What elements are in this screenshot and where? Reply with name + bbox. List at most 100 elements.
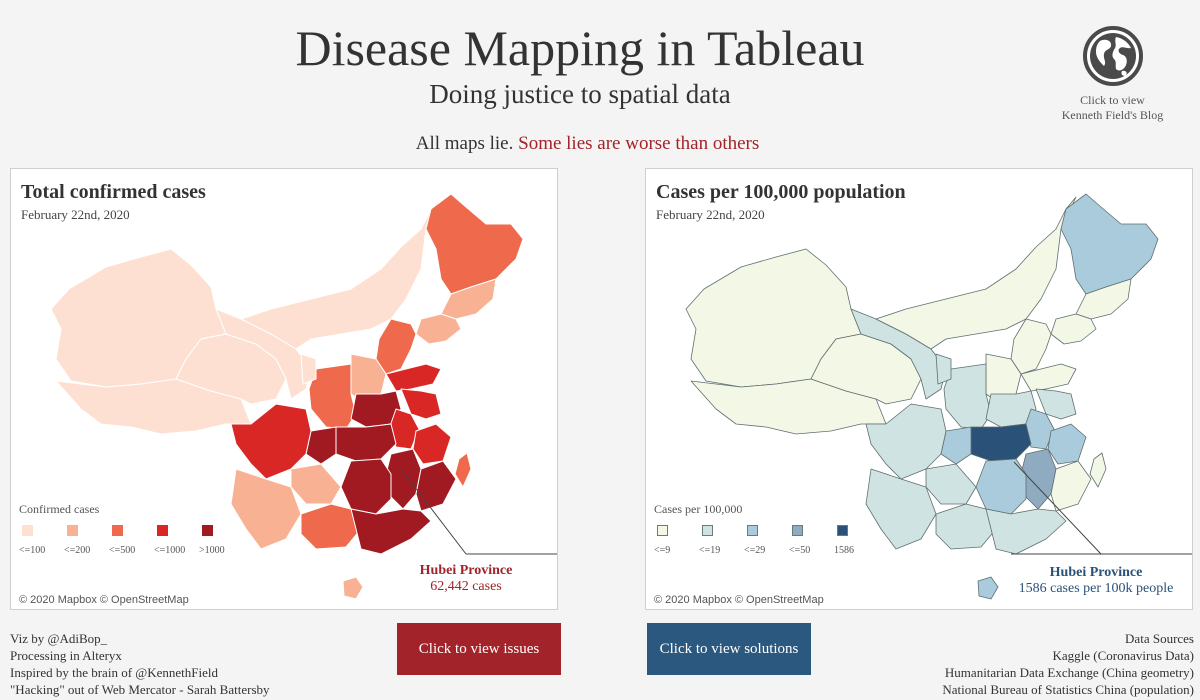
callout-value: 62,442 cases — [430, 579, 502, 594]
tagline: All maps lie. Some lies are worse than o… — [0, 132, 1175, 156]
legend-swatch — [112, 525, 123, 536]
callout-name: Hubei Province — [419, 563, 513, 578]
province-guangxi[interactable] — [935, 503, 997, 550]
callout-value: 1586 cases per 100k people — [1018, 581, 1174, 596]
view-solutions-button[interactable]: Click to view solutions — [647, 623, 811, 675]
province-heilongjiang[interactable] — [1060, 193, 1159, 295]
credit-line: Processing in Alteryx — [10, 648, 122, 663]
province-taiwan[interactable] — [1089, 452, 1107, 488]
globe-icon[interactable] — [1082, 25, 1144, 87]
province-taiwan[interactable] — [454, 452, 472, 488]
data-sources: Data Sources Kaggle (Coronavirus Data) H… — [942, 630, 1194, 698]
province-hubei[interactable] — [335, 423, 397, 462]
map-credit[interactable]: © 2020 Mapbox © OpenStreetMap — [654, 594, 824, 606]
legend-label: <=500 — [109, 545, 136, 556]
legend-item[interactable]: 1586 — [834, 525, 879, 556]
legend-label: <=19 — [699, 545, 721, 556]
legend-item[interactable]: <=29 — [744, 525, 789, 556]
legend-swatch — [157, 525, 168, 536]
legend-swatch — [657, 525, 668, 536]
page-subtitle: Doing justice to spatial data — [429, 79, 731, 109]
legend-label: <=9 — [654, 545, 671, 556]
confirmed-cases-map[interactable] — [11, 169, 558, 610]
map-title: Total confirmed cases — [21, 181, 206, 203]
credits-left: Viz by @AdiBop_ Processing in Alteryx In… — [10, 630, 270, 698]
cases-per-100k-map-panel: Cases per 100,000 population February 22… — [645, 168, 1193, 610]
province-beijing-hebei[interactable] — [1010, 318, 1052, 375]
legend-swatch — [22, 525, 33, 536]
legend-label: >1000 — [199, 545, 225, 556]
legend-item[interactable]: <=1000 — [154, 525, 199, 556]
credit-line: Viz by @AdiBop_ — [10, 631, 108, 646]
province-zhejiang[interactable] — [1047, 423, 1087, 465]
province-heilongjiang[interactable] — [425, 193, 524, 295]
legend-swatch — [67, 525, 78, 536]
map-date: February 22nd, 2020 — [656, 207, 765, 222]
province-liaoning[interactable] — [415, 313, 462, 345]
legend-label: <=200 — [64, 545, 91, 556]
hubei-callout: Hubei Province 1586 cases per 100k peopl… — [1001, 565, 1191, 597]
callout-leader-line — [400, 468, 467, 555]
province-shandong[interactable] — [1020, 363, 1077, 392]
map-date: February 22nd, 2020 — [21, 207, 130, 222]
legend-label: <=100 — [19, 545, 46, 556]
province-guizhou[interactable] — [925, 463, 977, 505]
blog-link-line2: Kenneth Field's Blog — [1061, 108, 1164, 122]
province-fujian[interactable] — [415, 460, 457, 512]
tagline-plain: All maps lie. — [415, 133, 514, 154]
view-issues-button[interactable]: Click to view issues — [397, 623, 561, 675]
legend-item[interactable]: <=200 — [64, 525, 109, 556]
legend-swatch — [837, 525, 848, 536]
legend-label: 1586 — [834, 545, 854, 556]
province-hubei[interactable] — [970, 423, 1032, 462]
legend-item[interactable]: <=500 — [109, 525, 154, 556]
province-hainan[interactable] — [342, 576, 364, 600]
province-zhejiang[interactable] — [412, 423, 452, 465]
credit-line: "Hacking" out of Web Mercator - Sarah Ba… — [10, 682, 270, 697]
blog-link-text[interactable]: Click to view Kenneth Field's Blog — [1040, 93, 1185, 123]
province-yunnan[interactable] — [230, 468, 302, 550]
province-yunnan[interactable] — [865, 468, 937, 550]
tagline-highlight: Some lies are worse than others — [518, 133, 760, 154]
legend-swatch — [702, 525, 713, 536]
page-title: Disease Mapping in Tableau — [295, 20, 865, 76]
province-hunan[interactable] — [975, 458, 1027, 515]
legend-item[interactable]: <=19 — [699, 525, 744, 556]
province-ningxia[interactable] — [935, 353, 952, 385]
data-sources-title: Data Sources — [1125, 631, 1194, 646]
province-sichuan[interactable] — [865, 403, 947, 480]
legend-item[interactable]: >1000 — [199, 525, 244, 556]
legend-title: Cases per 100,000 — [654, 502, 743, 516]
data-source-line: Kaggle (Coronavirus Data) — [1052, 648, 1194, 663]
legend-label: <=29 — [744, 545, 766, 556]
province-hunan[interactable] — [340, 458, 392, 515]
blog-link[interactable]: Click to view Kenneth Field's Blog — [1040, 25, 1185, 123]
map-title: Cases per 100,000 population — [656, 181, 906, 203]
province-sichuan[interactable] — [230, 403, 312, 480]
province-guangdong[interactable] — [350, 508, 432, 555]
legend-title: Confirmed cases — [19, 502, 100, 516]
province-guangdong[interactable] — [985, 508, 1067, 555]
legend-label: <=50 — [789, 545, 811, 556]
callout-name: Hubei Province — [1049, 565, 1143, 580]
data-source-line: National Bureau of Statistics China (pop… — [942, 682, 1194, 697]
legend-label: <=1000 — [154, 545, 186, 556]
legend-swatch — [202, 525, 213, 536]
province-guizhou[interactable] — [290, 463, 342, 505]
legend-item[interactable]: <=9 — [654, 525, 699, 556]
legend-swatch — [792, 525, 803, 536]
legend-item[interactable]: <=50 — [789, 525, 834, 556]
province-liaoning[interactable] — [1050, 313, 1097, 345]
province-hainan[interactable] — [977, 576, 999, 600]
hubei-callout: Hubei Province 62,442 cases — [406, 563, 526, 595]
province-beijing-hebei[interactable] — [375, 318, 417, 375]
cases-per-100k-map[interactable] — [646, 169, 1193, 610]
map-credit[interactable]: © 2020 Mapbox © OpenStreetMap — [19, 594, 189, 606]
province-fujian[interactable] — [1050, 460, 1092, 512]
confirmed-cases-map-panel: Total confirmed cases February 22nd, 202… — [10, 168, 558, 610]
blog-link-line1: Click to view — [1080, 93, 1145, 107]
legend-item[interactable]: <=100 — [19, 525, 64, 556]
province-shandong[interactable] — [385, 363, 442, 392]
province-guangxi[interactable] — [300, 503, 362, 550]
province-ningxia[interactable] — [300, 353, 317, 385]
